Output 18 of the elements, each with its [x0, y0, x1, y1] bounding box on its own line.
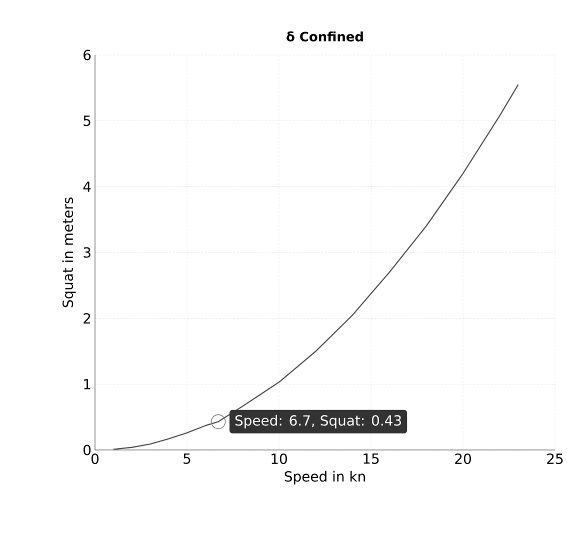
x-tick-label: 15	[364, 454, 379, 464]
y-tick-label: 3	[84, 247, 90, 258]
x-tick-label: 0	[91, 453, 99, 464]
x-tick-label: 25	[547, 453, 563, 464]
y-tick-label: 2	[84, 313, 90, 324]
x-tick-label: 10	[272, 453, 287, 464]
line-series	[112, 84, 519, 450]
y-tick-label: 4	[83, 182, 91, 192]
y-tick-label: 1	[84, 379, 90, 390]
y-axis-title: Squat in meters	[62, 197, 76, 308]
x-axis-title: Speed in kn	[284, 470, 365, 484]
annotation: Speed: 6.7, Squat: 0.43	[235, 414, 401, 428]
x-tick-label: 20	[455, 453, 471, 464]
y-tick-label: 6	[84, 50, 91, 60]
y-tick-label: 0	[84, 444, 91, 456]
chart-title: δ Confined	[286, 31, 363, 42]
y-tick-label: 5	[84, 116, 90, 126]
x-tick-label: 5	[184, 454, 190, 464]
